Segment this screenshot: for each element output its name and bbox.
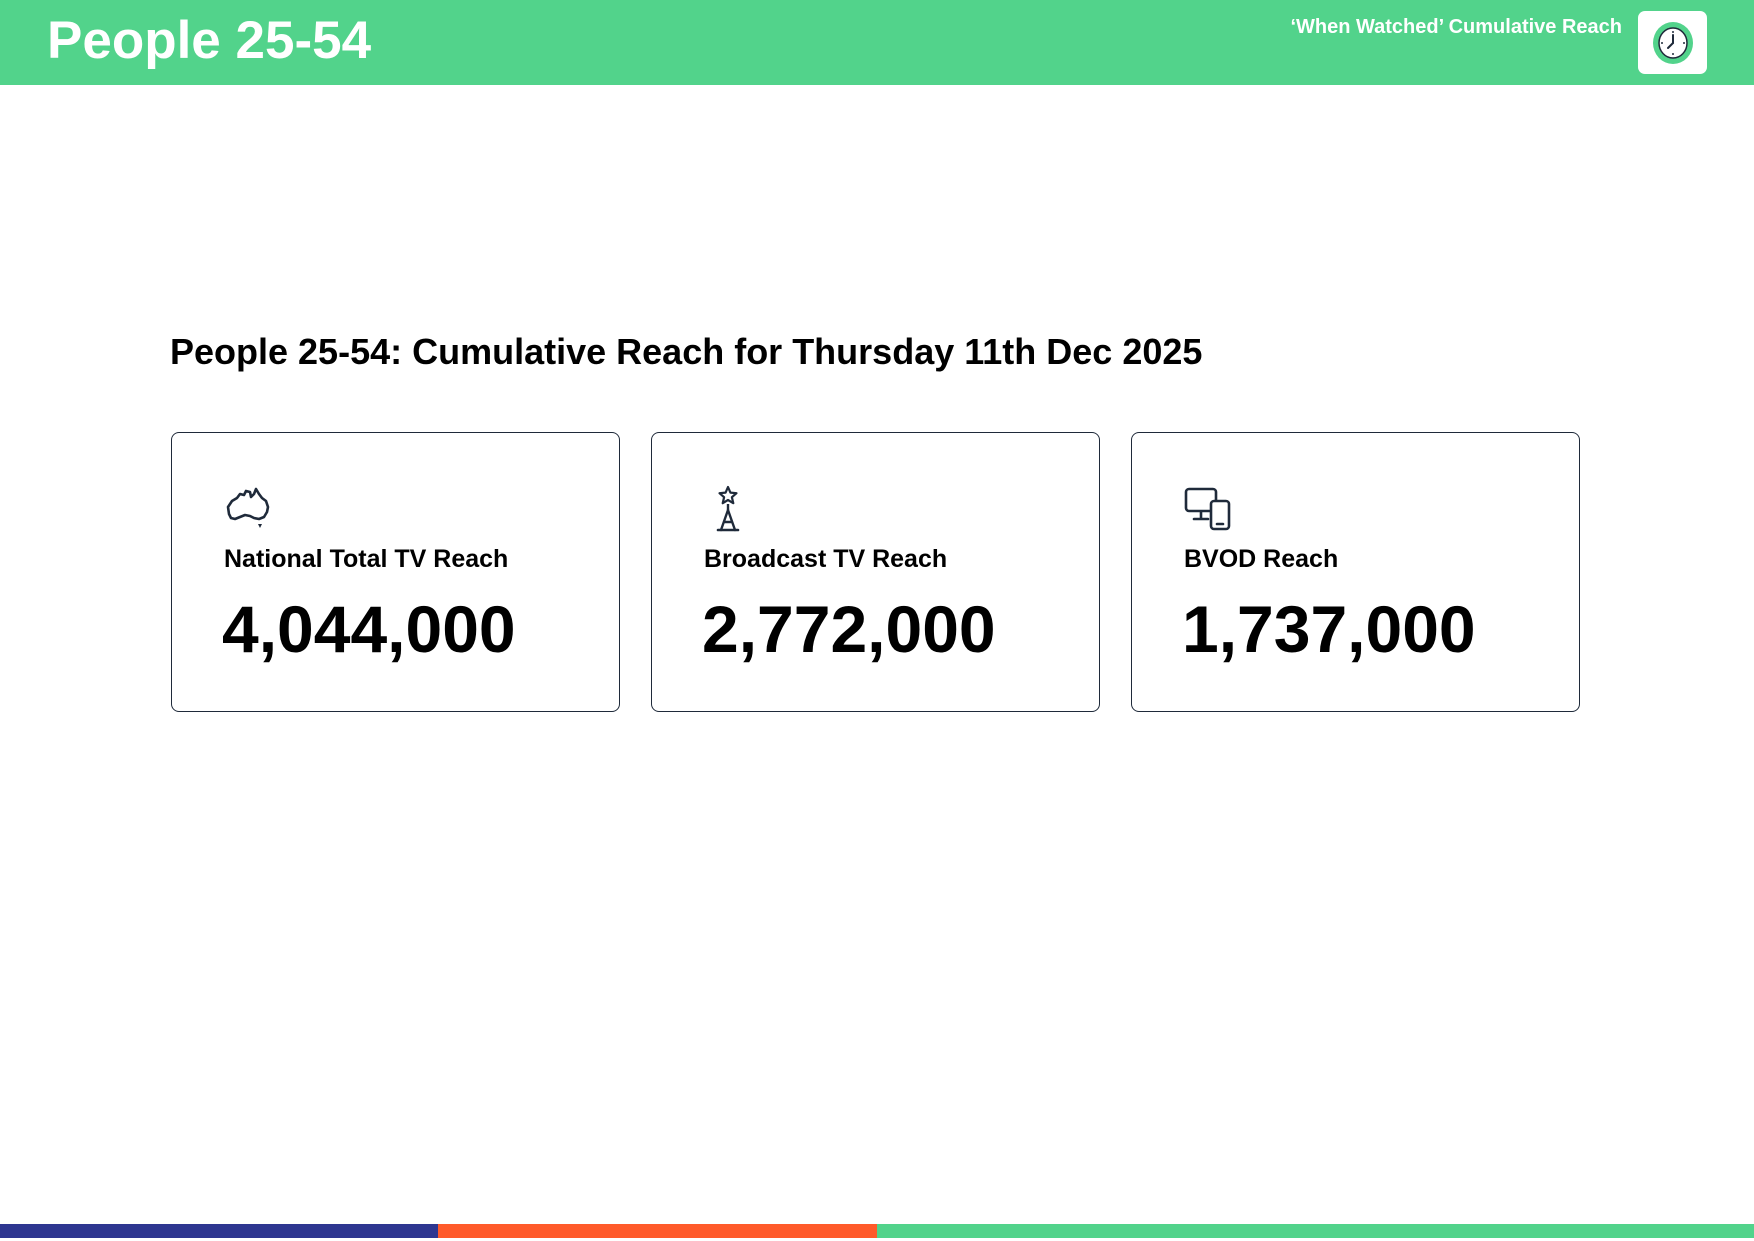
card-value: 4,044,000: [222, 592, 516, 666]
header-bar: People 25-54 ‘When Watched’ Cumulative R…: [0, 0, 1754, 85]
stripe-navy: [0, 1224, 438, 1238]
card-label: National Total TV Reach: [224, 545, 509, 573]
card-label: BVOD Reach: [1184, 545, 1339, 573]
devices-icon: [1184, 487, 1231, 531]
card-label: Broadcast TV Reach: [704, 545, 948, 573]
stripe-green: [877, 1224, 1754, 1238]
clock-badge: [1638, 11, 1707, 74]
broadcast-tv-reach-card: Broadcast TV Reach 2,772,000: [651, 432, 1100, 712]
page-title: People 25-54: [47, 11, 372, 70]
brand-stripe: [0, 1224, 1754, 1238]
card-value: 2,772,000: [702, 592, 996, 666]
report-heading: People 25-54: Cumulative Reach for Thurs…: [170, 331, 1203, 372]
clock-icon: [1652, 21, 1693, 64]
australia-map-icon: [226, 487, 270, 528]
national-total-tv-reach-card: National Total TV Reach 4,044,000: [171, 432, 620, 712]
bvod-reach-card: BVOD Reach 1,737,000: [1131, 432, 1580, 712]
card-value: 1,737,000: [1182, 592, 1476, 666]
stripe-orange: [438, 1224, 877, 1238]
report-subtitle: ‘When Watched’ Cumulative Reach: [1290, 16, 1622, 38]
broadcast-tower-icon: [716, 485, 740, 532]
